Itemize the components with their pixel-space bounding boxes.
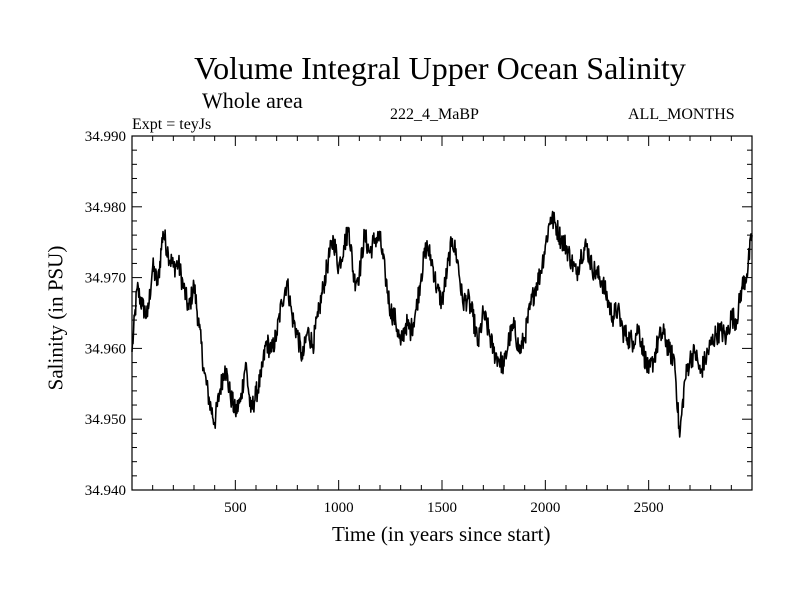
y-tick-label: 34.990 — [85, 129, 126, 145]
experiment-label: Expt = teyJs — [132, 116, 212, 133]
y-tick-label: 34.980 — [85, 200, 126, 216]
y-tick-label: 34.940 — [85, 483, 126, 499]
axis-ticks — [132, 135, 752, 491]
chart-subtitle: Whole area — [202, 88, 303, 113]
y-tick-label: 34.950 — [85, 412, 126, 428]
x-axis-label: Time (in years since start) — [332, 522, 551, 546]
axis-tick-labels: 500 1000 1500 2000 2500 34.940 34.950 34.960 34.… — [85, 129, 664, 516]
x-tick-label: 1000 — [324, 500, 354, 516]
chart-title: Volume Integral Upper Ocean Salinity — [194, 50, 686, 86]
plot-frame — [131, 135, 753, 491]
x-tick-label: 2000 — [530, 500, 560, 516]
period-label: ALL_MONTHS — [628, 106, 735, 123]
run-label: 222_4_MaBP — [390, 106, 479, 123]
y-tick-label: 34.970 — [85, 271, 126, 287]
x-tick-label: 1500 — [427, 500, 457, 516]
x-tick-label: 500 — [224, 500, 247, 516]
y-tick-label: 34.960 — [85, 341, 126, 357]
salinity-series-line — [131, 210, 753, 438]
x-tick-label: 2500 — [634, 500, 664, 516]
